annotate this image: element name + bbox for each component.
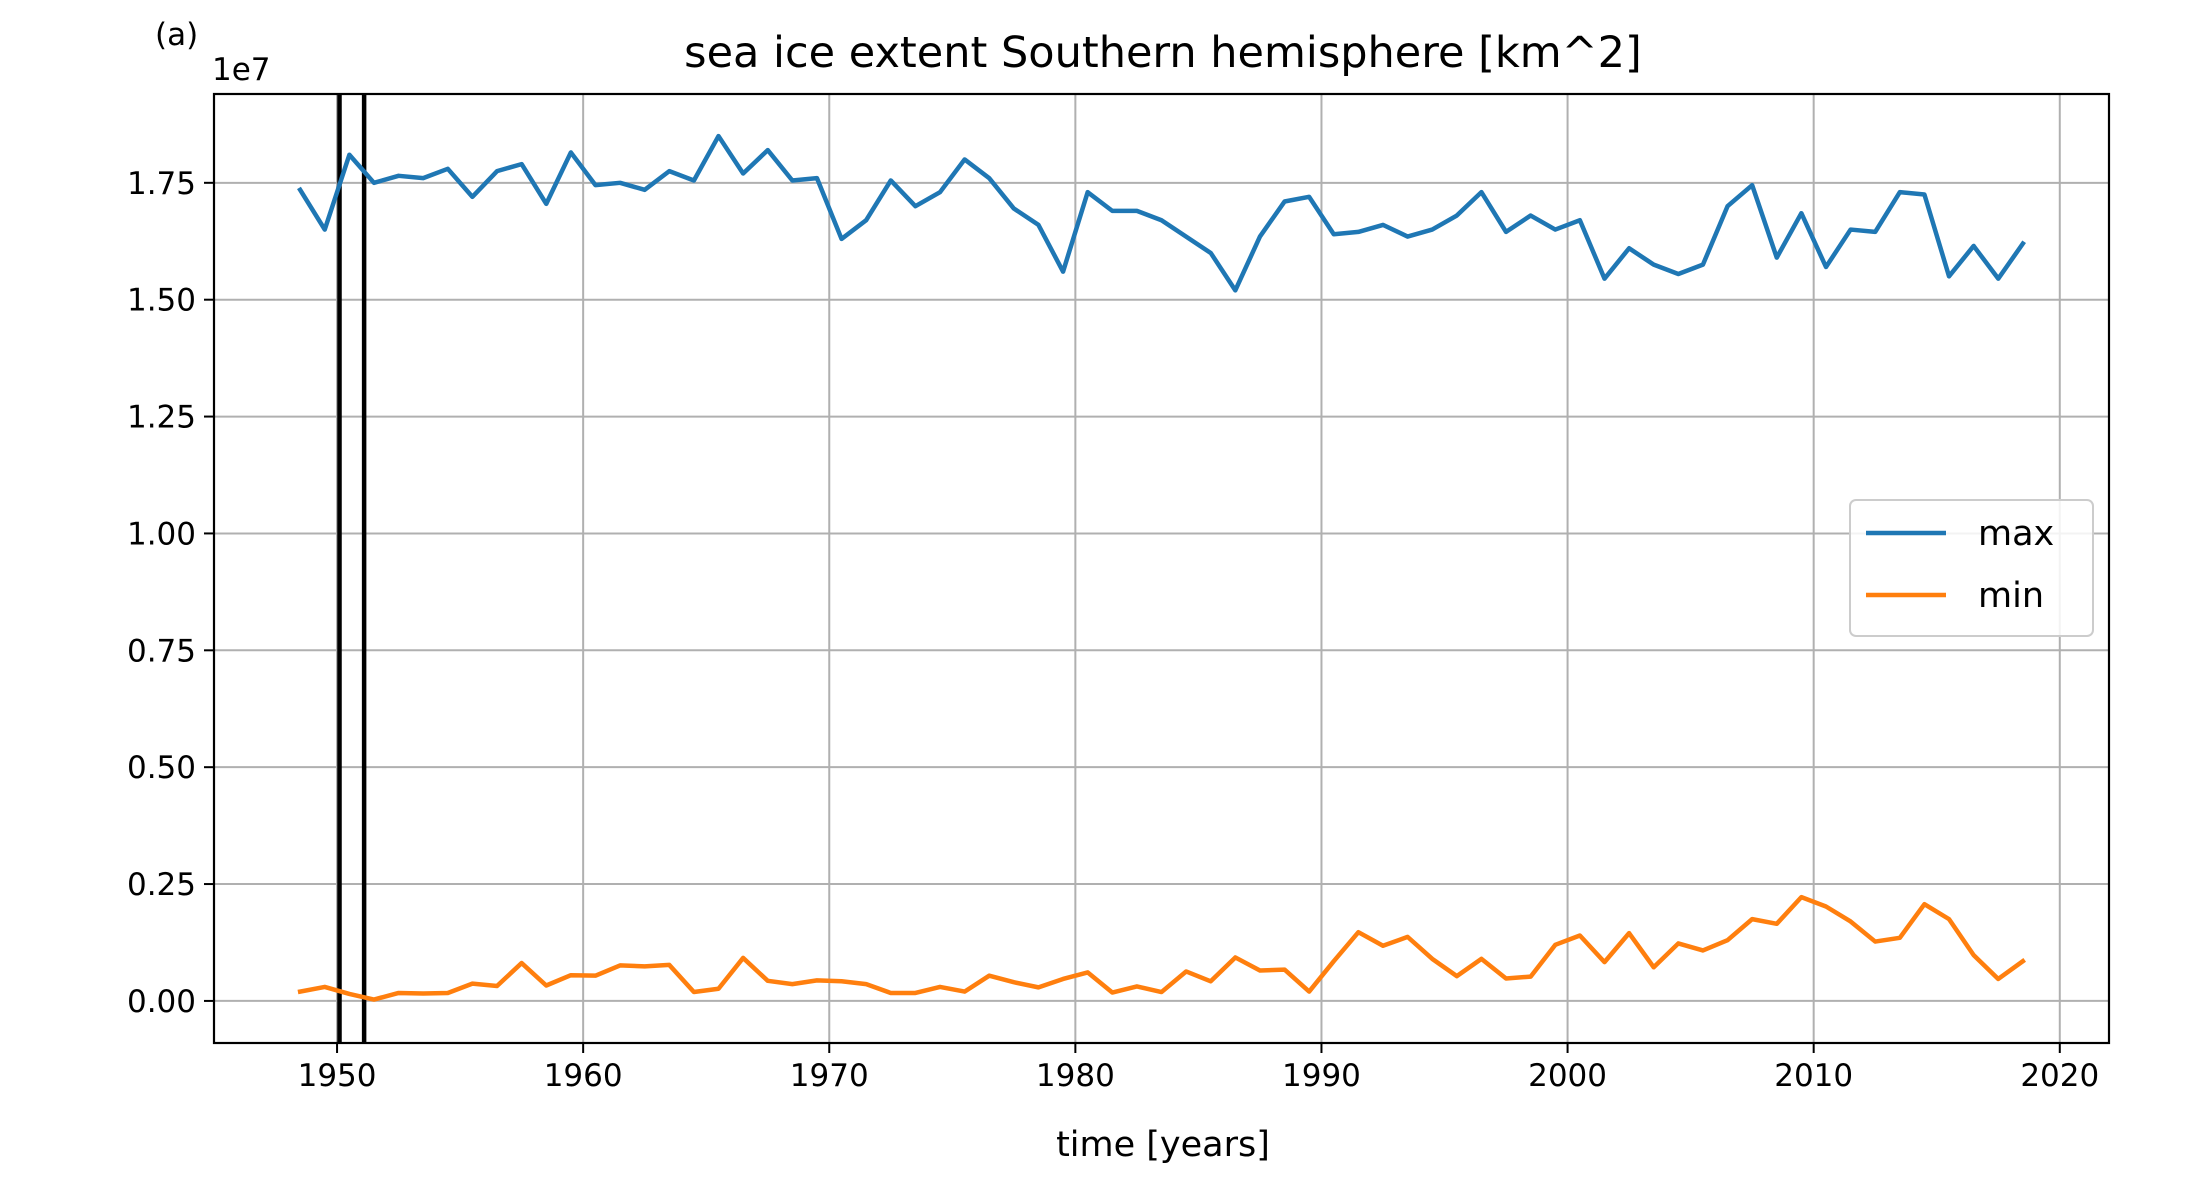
y-tick-label: 0.25 <box>127 867 196 903</box>
x-tick-label: 1970 <box>790 1058 869 1094</box>
y-tick-label: 0.75 <box>127 633 196 669</box>
series-line-max <box>297 133 2026 293</box>
y-tick-label: 1.75 <box>127 166 196 202</box>
y-tick-label: 1.50 <box>127 283 196 319</box>
grid <box>214 94 2109 1043</box>
legend-label-min: min <box>1978 576 2044 616</box>
x-tick-label: 1990 <box>1282 1058 1361 1094</box>
plot-frame <box>212 92 2111 1045</box>
x-tick-label: 2010 <box>1774 1058 1853 1094</box>
x-tick-label: 1950 <box>298 1058 377 1094</box>
x-tick-label: 1960 <box>544 1058 623 1094</box>
legend: max min <box>1849 499 2094 637</box>
chart-title: sea ice extent Southern hemisphere [km^2… <box>684 28 1642 78</box>
x-tick-label: 2000 <box>1528 1058 1607 1094</box>
y-tick-label: 1.00 <box>127 516 196 552</box>
legend-box <box>1849 499 2094 637</box>
y-tick-label: 1.25 <box>127 400 196 436</box>
x-axis: 1950 1960 1970 1980 1990 2000 2010 2020 <box>298 1043 2099 1094</box>
panel-label: (a) <box>155 17 198 53</box>
x-tick-label: 2020 <box>2020 1058 2099 1094</box>
series-line-min <box>297 894 2027 1002</box>
y-tick-label: 0.50 <box>127 750 196 786</box>
vertical-markers <box>337 94 367 1043</box>
y-tick-label: 0.00 <box>127 984 196 1020</box>
x-axis-label: time [years] <box>1056 1125 1270 1165</box>
y-offset-label: 1e7 <box>212 52 271 88</box>
series-layer <box>297 133 2027 1002</box>
y-axis: 0.00 0.25 0.50 0.75 1.00 1.25 1.50 1.75 <box>127 166 214 1020</box>
legend-label-max: max <box>1978 514 2054 554</box>
x-tick-label: 1980 <box>1036 1058 1115 1094</box>
